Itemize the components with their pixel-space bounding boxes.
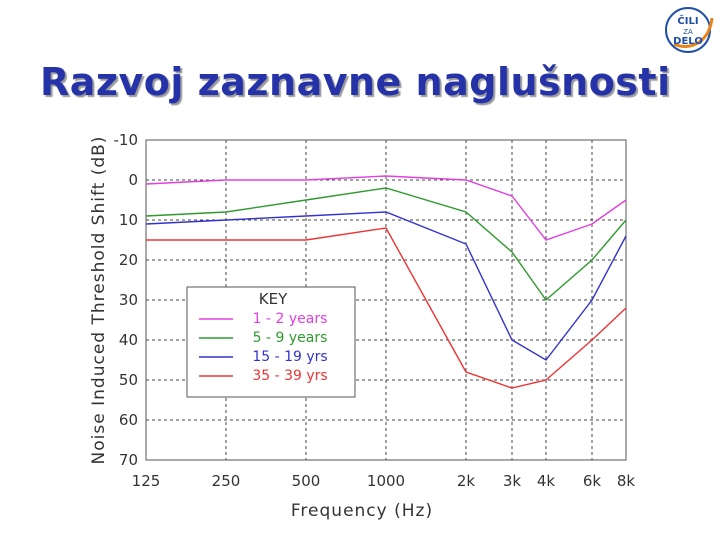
y-axis-title: Noise Induced Threshold Shift (dB) bbox=[89, 136, 109, 465]
series-line bbox=[145, 187, 627, 302]
x-tick-label: 1000 bbox=[367, 472, 405, 490]
series-layer bbox=[145, 175, 627, 389]
logo-line-1: ČILI bbox=[677, 14, 698, 27]
plot-frame bbox=[145, 139, 627, 461]
legend-box bbox=[186, 286, 356, 398]
legend-label: 5 - 9 years bbox=[253, 330, 328, 346]
y-tick-label: 10 bbox=[119, 211, 138, 229]
x-tick-labels: 125 250 500 1000 2k 3k 4k 6k 8k bbox=[132, 472, 636, 490]
legend-label: 15 - 19 yrs bbox=[252, 349, 327, 365]
y-tick-label: 60 bbox=[119, 411, 138, 429]
y-tick-label: 50 bbox=[119, 371, 138, 389]
x-axis-title: Frequency (Hz) bbox=[291, 501, 433, 521]
y-tick-labels: -10 0 10 20 30 40 50 60 70 bbox=[114, 131, 139, 469]
legend: KEY 1 - 2 years 5 - 9 years 15 - 19 yrs 35 … bbox=[186, 286, 356, 398]
y-tick-label: 0 bbox=[128, 171, 138, 189]
y-tick-label: 20 bbox=[119, 251, 138, 269]
x-tick-label: 250 bbox=[212, 472, 241, 490]
legend-items: 1 - 2 years 5 - 9 years 15 - 19 yrs 35 - 39… bbox=[199, 311, 328, 384]
x-tick-label: 500 bbox=[292, 472, 321, 490]
legend-label: 1 - 2 years bbox=[253, 311, 328, 327]
x-tick-label: 2k bbox=[457, 472, 476, 490]
series-line bbox=[145, 175, 627, 241]
y-tick-label: 40 bbox=[119, 331, 138, 349]
x-tick-label: 4k bbox=[537, 472, 556, 490]
legend-label: 35 - 39 yrs bbox=[252, 368, 327, 384]
x-tick-label: 6k bbox=[583, 472, 602, 490]
slide-title: Razvoj zaznavne naglušnosti bbox=[40, 60, 671, 104]
series-line bbox=[146, 227, 627, 389]
x-tick-label: 125 bbox=[132, 472, 161, 490]
logo-line-2: ZA bbox=[683, 28, 693, 36]
cili-za-delo-logo: ČILI ZA DELO bbox=[665, 7, 714, 53]
legend-title: KEY bbox=[259, 290, 288, 308]
x-tick-label: 3k bbox=[503, 472, 522, 490]
logo-line-3: DELO bbox=[673, 36, 703, 47]
x-tick-label: 8k bbox=[617, 472, 636, 490]
y-tick-label: 30 bbox=[119, 291, 138, 309]
y-tick-label: 70 bbox=[119, 451, 138, 469]
y-tick-label: -10 bbox=[114, 131, 139, 149]
series-line bbox=[145, 211, 627, 361]
